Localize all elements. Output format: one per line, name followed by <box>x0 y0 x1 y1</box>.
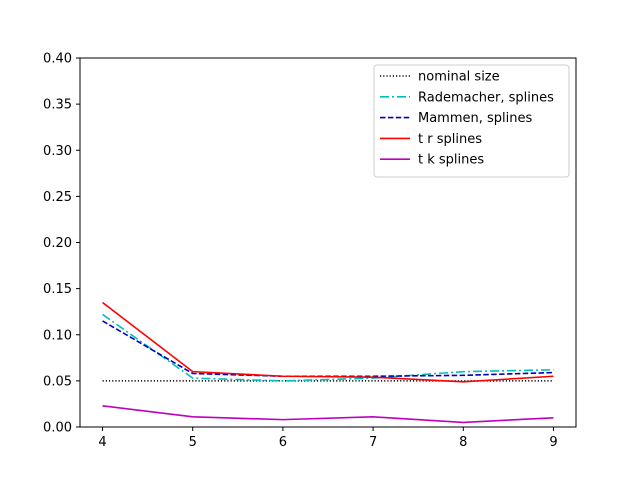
legend-label-3: t r splines <box>418 132 482 147</box>
data-point-2-4 <box>462 374 464 376</box>
y-tick-label: 0.05 <box>43 374 72 389</box>
data-point-3-0 <box>102 302 104 304</box>
data-point-4-2 <box>282 419 284 421</box>
data-point-1-1 <box>192 377 194 379</box>
y-tick-label: 0.25 <box>43 190 72 205</box>
y-tick-label: 0.20 <box>43 236 72 251</box>
y-tick-label: 0.35 <box>43 98 72 113</box>
legend-box <box>373 64 570 178</box>
data-point-4-1 <box>192 416 194 418</box>
data-point-4-3 <box>372 416 374 418</box>
data-point-0-0 <box>102 380 104 382</box>
y-tick-label: 0.40 <box>43 52 72 67</box>
x-tick-label: 8 <box>459 435 467 450</box>
data-point-3-1 <box>192 371 194 373</box>
y-tick-label: 0.00 <box>43 421 72 436</box>
data-point-4-4 <box>462 421 464 423</box>
data-point-3-3 <box>372 376 374 378</box>
data-point-3-2 <box>282 375 284 377</box>
data-point-2-5 <box>553 372 555 374</box>
data-point-3-4 <box>462 381 464 383</box>
y-tick-label: 0.30 <box>43 144 72 159</box>
legend: nominal size Rademacher, splines Mammen, s… <box>373 64 570 178</box>
legend-label-2: Mammen, splines <box>418 111 532 126</box>
x-tick-label: 9 <box>549 435 557 450</box>
axes: 4 5 6 7 8 9 0.00 0.05 0.10 0.15 0.20 0.25 0.30 0.35 0.… <box>43 52 577 450</box>
data-point-0-5 <box>553 380 555 382</box>
y-tick-label: 0.10 <box>43 328 72 343</box>
data-point-0-1 <box>192 380 194 382</box>
x-tick-label: 4 <box>98 435 106 450</box>
data-point-1-5 <box>553 369 555 371</box>
series-line-3 <box>102 301 554 383</box>
data-point-2-0 <box>102 320 104 322</box>
plot-area <box>102 301 555 424</box>
data-point-2-1 <box>192 373 194 375</box>
x-tick-label: 5 <box>189 435 197 450</box>
data-point-3-5 <box>553 375 555 377</box>
y-tick-label: 0.15 <box>43 282 72 297</box>
series-line-4 <box>102 404 554 424</box>
data-point-0-3 <box>372 380 374 382</box>
legend-label-4: t k splines <box>418 153 484 168</box>
legend-label-1: Rademacher, splines <box>418 90 554 105</box>
data-point-4-0 <box>102 405 104 407</box>
legend-label-0: nominal size <box>418 70 500 85</box>
data-point-1-4 <box>462 371 464 373</box>
data-point-1-0 <box>102 314 104 316</box>
series-line-2 <box>102 320 554 378</box>
data-point-4-5 <box>553 417 555 419</box>
x-tick-label: 6 <box>279 435 287 450</box>
data-point-1-2 <box>282 380 284 382</box>
series-line-1 <box>102 313 554 382</box>
x-tick-label: 7 <box>369 435 377 450</box>
